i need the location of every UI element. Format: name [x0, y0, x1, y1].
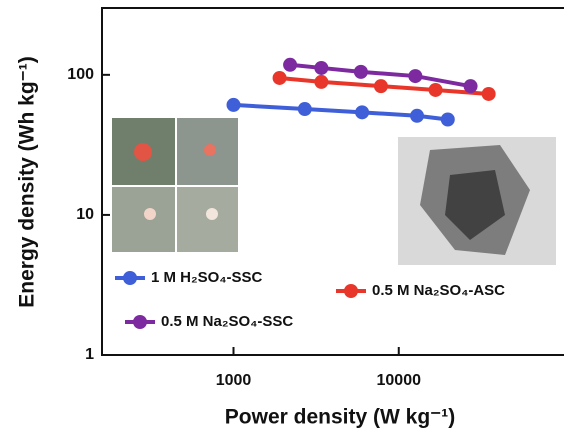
y-tick-label: 1: [85, 346, 94, 363]
data-point: [482, 87, 496, 101]
legend-marker: [133, 315, 147, 329]
led-photo-inset: [112, 118, 238, 252]
data-point: [355, 105, 369, 119]
data-point: [298, 102, 312, 116]
chart: Power density (W kg⁻¹) Energy density (W…: [0, 0, 564, 434]
data-point: [314, 61, 328, 75]
data-point: [374, 79, 388, 93]
y-axis-title: Energy density (Wh kg⁻¹): [16, 56, 39, 307]
legend-marker: [344, 284, 358, 298]
x-axis-title: Power density (W kg⁻¹): [225, 406, 455, 429]
data-point: [354, 65, 368, 79]
data-point: [441, 112, 455, 126]
data-point: [227, 98, 241, 112]
data-point: [283, 58, 297, 72]
legend-label: 1 M H₂SO₄-SSC: [151, 269, 262, 286]
legend-label: 0.5 M Na₂SO₄-ASC: [372, 282, 505, 299]
data-point: [408, 69, 422, 83]
data-point: [464, 79, 478, 93]
x-tick-label: 10000: [377, 372, 422, 389]
y-tick-label: 10: [76, 206, 94, 223]
data-point: [314, 75, 328, 89]
legend-marker: [123, 271, 137, 285]
data-point: [273, 71, 287, 85]
data-point: [410, 109, 424, 123]
y-tick-label: 100: [67, 66, 94, 83]
data-point: [429, 83, 443, 97]
x-tick-label: 1000: [216, 372, 252, 389]
tem-image-inset: [398, 137, 556, 265]
legend-label: 0.5 M Na₂SO₄-SSC: [161, 313, 293, 330]
